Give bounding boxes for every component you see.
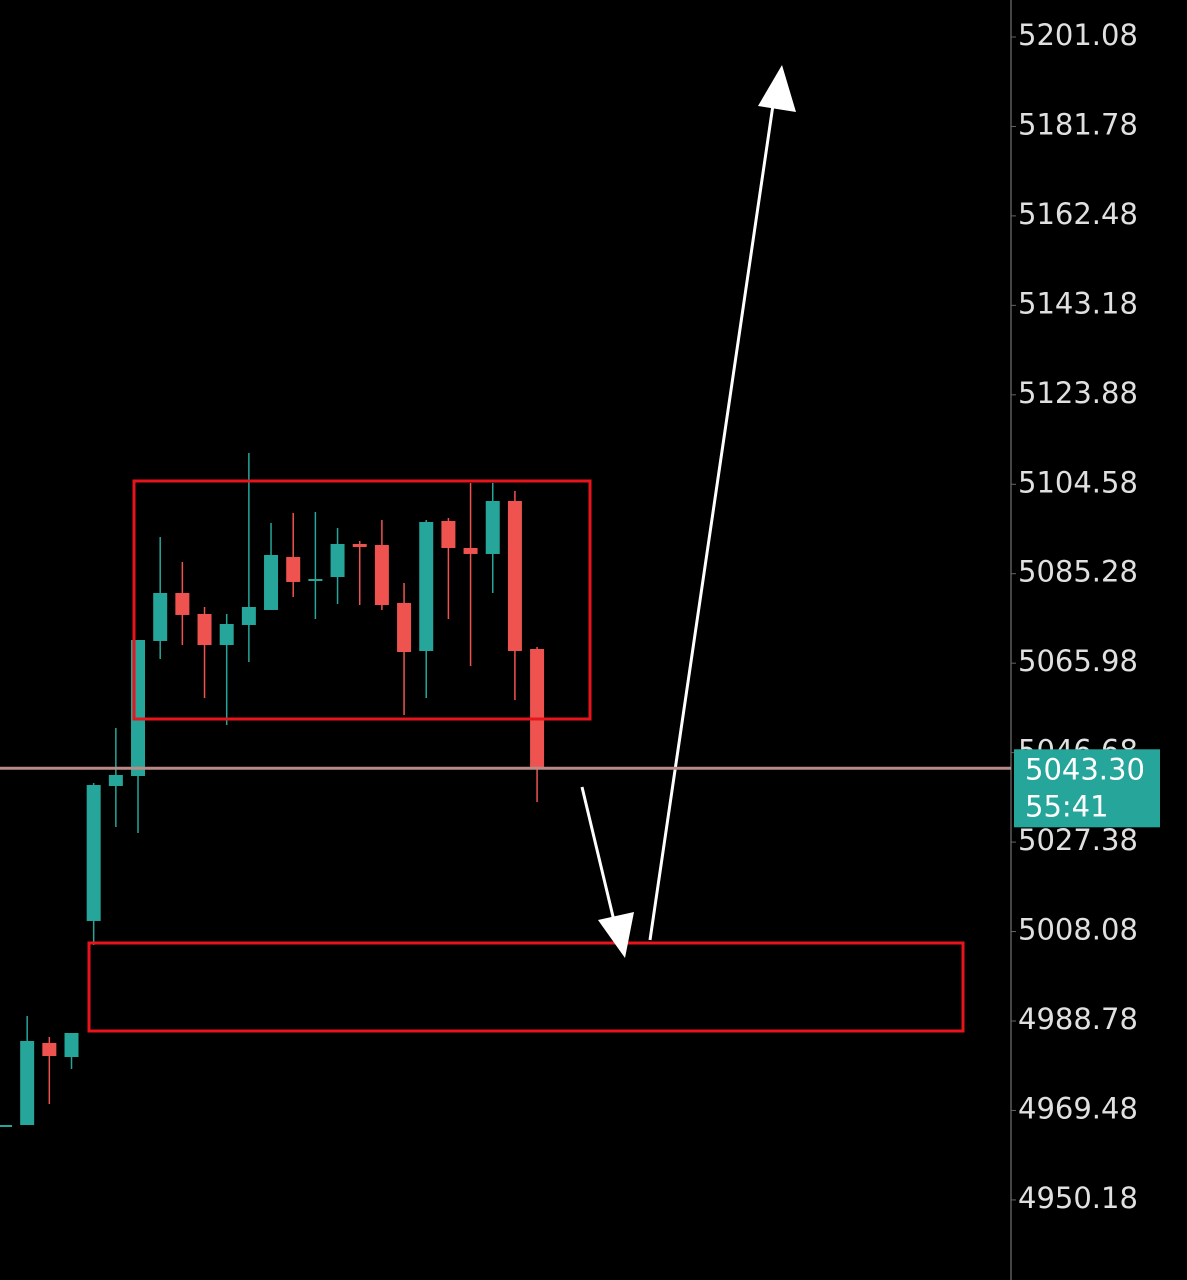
y-tick-label: 5065.98 [1018, 644, 1138, 678]
candle-body [64, 1033, 79, 1058]
y-tick-label: 5143.18 [1018, 286, 1138, 320]
candle-body [241, 606, 256, 625]
y-tick-label: 5085.28 [1018, 555, 1138, 589]
y-tick-label: 5123.88 [1018, 376, 1138, 410]
candle-body [441, 520, 456, 548]
range-box [132, 479, 592, 721]
y-tick-label: 4988.78 [1018, 1002, 1138, 1036]
candles [0, 452, 545, 1128]
candle-body [530, 648, 545, 769]
candle-body [485, 500, 500, 554]
candle-body [419, 521, 434, 651]
y-tick-label: 5162.48 [1018, 197, 1138, 231]
candle-body [0, 1125, 12, 1128]
countdown-label: 55:41 [1025, 789, 1109, 823]
y-tick-label: 4950.18 [1018, 1181, 1138, 1215]
candle-body [175, 593, 190, 615]
last-price-box [1014, 749, 1160, 828]
arrow-head [758, 65, 796, 112]
candle-body [219, 624, 234, 646]
candle-body [374, 544, 389, 606]
last-price-label: 5043.30 [1025, 752, 1145, 786]
candle-body [264, 554, 279, 610]
candle-body [286, 556, 301, 582]
arrow-line [580, 786, 617, 926]
candle-body [308, 579, 323, 582]
candle-body [397, 602, 412, 653]
candle-body [352, 544, 367, 547]
candle-body [108, 774, 123, 787]
candle-body [463, 547, 478, 554]
candle-body [153, 593, 168, 641]
candle-body [197, 613, 212, 646]
y-tick-label: 4969.48 [1018, 1091, 1138, 1125]
y-axis: 5201.08 5181.78 5162.48 5143.18 5123.88 5104.… [1011, 18, 1138, 1215]
y-tick-label: 5201.08 [1018, 18, 1138, 52]
candle-body [330, 544, 345, 578]
demand-zone-box [87, 941, 965, 1033]
arrow-head [598, 912, 634, 958]
candle-body [42, 1042, 57, 1056]
arrow-line [648, 104, 775, 941]
y-tick-label: 5104.58 [1018, 465, 1138, 499]
candle-body [20, 1040, 35, 1126]
y-tick-label: 5027.38 [1018, 823, 1138, 857]
y-tick-label: 5181.78 [1018, 107, 1138, 141]
drawings [87, 65, 965, 1033]
candle-body [86, 784, 101, 921]
candle-body [507, 500, 522, 651]
y-tick-label: 5008.08 [1018, 913, 1138, 947]
